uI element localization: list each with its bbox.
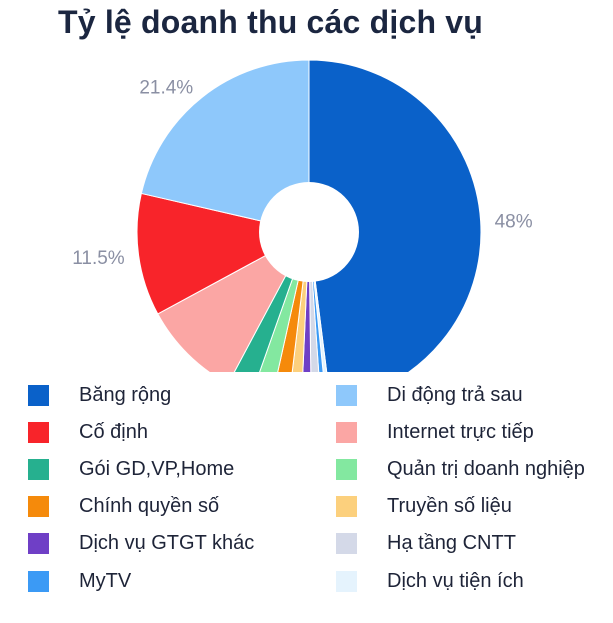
legend-item-goi-gd-vp-home[interactable]: Gói GD,VP,Home xyxy=(28,454,234,484)
legend-label: Dịch vụ tiện ích xyxy=(387,569,524,592)
legend-label: Internet trực tiếp xyxy=(387,420,534,443)
legend-label: Cố định xyxy=(79,420,148,443)
legend-item-internet-truc-tiep[interactable]: Internet trực tiếp xyxy=(336,417,534,447)
legend-item-dich-vu-tien-ich[interactable]: Dịch vụ tiện ích xyxy=(336,566,524,596)
legend-label: MyTV xyxy=(79,569,132,592)
legend-item-co-dinh[interactable]: Cố định xyxy=(28,417,148,447)
legend-item-mytv[interactable]: MyTV xyxy=(28,566,131,596)
donut-hole xyxy=(259,182,359,282)
slice-bang-rong[interactable] xyxy=(308,59,482,372)
legend-item-bang-rong[interactable]: Băng rộng xyxy=(28,380,171,410)
legend-swatch xyxy=(28,570,49,592)
legend-item-ha-tang-cntt[interactable]: Hạ tầng CNTT xyxy=(336,529,516,559)
chart-title: Tỷ lệ doanh thu các dịch vụ xyxy=(58,4,484,40)
legend-swatch xyxy=(28,421,49,443)
legend-swatch xyxy=(28,384,49,406)
legend-label: Dịch vụ GTGT khác xyxy=(79,532,255,555)
legend-swatch xyxy=(336,533,357,555)
legend-label: Hạ tầng CNTT xyxy=(387,532,516,555)
legend-swatch xyxy=(28,533,49,555)
legend-swatch xyxy=(336,458,357,480)
legend-item-truyen-so-lieu[interactable]: Truyền số liệu xyxy=(336,492,512,522)
legend-swatch xyxy=(28,496,49,518)
legend-item-di-dong-tra-sau[interactable]: Di động trả sau xyxy=(336,380,523,410)
legend-label: Băng rộng xyxy=(79,383,172,406)
data-label-bang-rong: 48% xyxy=(495,211,533,232)
legend-label: Quản trị doanh nghiệp xyxy=(387,457,585,480)
slice-di-dong-tra-sau[interactable] xyxy=(140,59,310,233)
legend-item-chinh-quyen-so[interactable]: Chính quyền số xyxy=(28,492,219,522)
legend-swatch xyxy=(336,496,357,518)
legend-swatch xyxy=(336,570,357,592)
legend-label: Truyền số liệu xyxy=(387,495,512,518)
legend: Băng rộng Di động trả sau Cố định Internet … xyxy=(0,380,613,620)
legend-swatch xyxy=(336,384,357,406)
data-label-di-dong-tra-sau: 21.4% xyxy=(139,78,193,99)
pie-chart-area: 48% 21.4% 11.5% xyxy=(72,59,533,372)
legend-item-quan-tri-doanh-nghiep[interactable]: Quản trị doanh nghiệp xyxy=(336,454,585,484)
legend-item-dich-vu-gtgt-khac[interactable]: Dịch vụ GTGT khác xyxy=(28,529,254,559)
donut-chart: 48% 21.4% 11.5% xyxy=(72,59,533,372)
data-label-co-dinh: 11.5% xyxy=(72,248,125,269)
legend-swatch xyxy=(28,458,49,480)
legend-label: Chính quyền số xyxy=(79,495,220,518)
legend-label: Gói GD,VP,Home xyxy=(79,457,235,480)
legend-swatch xyxy=(336,421,357,443)
slice-internet-truc-tiep[interactable] xyxy=(157,230,311,372)
legend-label: Di động trả sau xyxy=(387,383,523,406)
